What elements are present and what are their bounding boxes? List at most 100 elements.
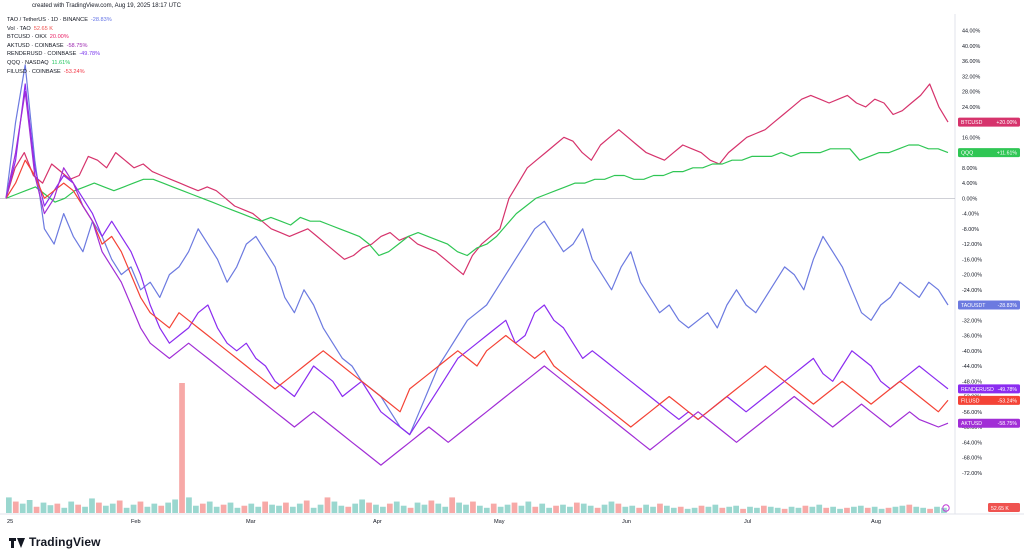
- volume-bar: [241, 505, 248, 513]
- series-tag-bg: [958, 148, 1020, 158]
- volume-bar: [386, 503, 393, 513]
- legend-value: 52.65 K: [33, 25, 54, 32]
- volume-bar: [760, 505, 767, 513]
- volume-bar: [109, 503, 116, 513]
- volume-bar: [844, 507, 850, 513]
- tradingview-brand: TradingView: [9, 535, 101, 549]
- volume-bar: [927, 508, 933, 513]
- volume-bar: [567, 506, 573, 513]
- series-tag-label: QQQ: [961, 151, 973, 157]
- series-tag-btcusd: BTCUSD +20.00%: [958, 117, 1020, 127]
- chart-header: created with TradingView.com, Aug 19, 20…: [32, 3, 181, 9]
- series-tag-renderusd: RENDERUSD -49.78%: [958, 384, 1020, 394]
- volume-bar: [622, 506, 629, 513]
- volume-bar: [698, 505, 705, 513]
- volume-bar: [650, 506, 656, 513]
- volume-bar: [677, 506, 684, 513]
- x-tick-label: Jun: [622, 519, 631, 525]
- volume-bar: [601, 504, 608, 513]
- y-tick-label: -60.00%: [962, 425, 982, 431]
- volume-bar: [6, 497, 12, 513]
- volume-bar: [767, 506, 774, 513]
- series-tag-taousdt: TAOUSDT -28.83%: [958, 300, 1020, 310]
- volume-bar: [331, 501, 338, 513]
- volume-bar: [857, 505, 864, 513]
- volume-bar: [373, 504, 379, 513]
- volume-bar: [213, 506, 220, 513]
- volume-bar: [726, 506, 733, 513]
- x-tick-label: Apr: [373, 519, 382, 525]
- volume-bar: [511, 502, 518, 513]
- volume-bar: [477, 505, 483, 513]
- series-tag-label: TAOUSDT: [961, 303, 986, 309]
- volume-tag: 52.65 K: [988, 503, 1020, 512]
- x-tick-label: 25: [7, 519, 13, 525]
- y-tick-label: -40.00%: [962, 349, 982, 355]
- volume-bar: [871, 506, 878, 513]
- volume-bar: [359, 499, 365, 513]
- volume-bar: [705, 506, 712, 513]
- series-line-btcusd: [5, 83, 949, 276]
- volume-bar: [684, 508, 691, 513]
- volume-bar: [608, 501, 615, 513]
- volume-bar: [255, 506, 262, 513]
- y-tick-label: -16.00%: [962, 257, 982, 263]
- volume-bar: [719, 507, 726, 513]
- volume-bar: [830, 506, 836, 513]
- volume-bar: [26, 500, 33, 513]
- volume-bar: [802, 505, 809, 513]
- volume-bar: [234, 507, 241, 513]
- volume-bar: [449, 497, 456, 513]
- volume-bar: [754, 507, 760, 513]
- volume-bar: [580, 503, 587, 513]
- volume-bar: [740, 508, 746, 513]
- volume-bar: [643, 504, 649, 513]
- series-tag-aktusd: AKTUSD -58.75%: [958, 418, 1020, 428]
- series-tag-bg: [958, 418, 1020, 428]
- y-tick-label: -20.00%: [962, 273, 982, 279]
- volume-bar: [657, 503, 663, 513]
- volume-bar: [421, 504, 428, 513]
- y-tick-label: -8.00%: [962, 227, 979, 233]
- volume-bar: [82, 506, 88, 513]
- volume-bar: [553, 505, 559, 513]
- volume-bar: [123, 507, 130, 513]
- volume-bar: [165, 502, 172, 513]
- y-tick-label: -24.00%: [962, 288, 982, 294]
- volume-bar: [747, 506, 753, 513]
- x-tick-label: Jul: [744, 519, 751, 525]
- volume-bar: [248, 503, 255, 513]
- volume-bar: [532, 506, 539, 513]
- volume-bar: [289, 506, 296, 513]
- series-line-renderusd: [5, 83, 949, 436]
- volume-bar: [283, 502, 289, 513]
- x-tick-label: Aug: [871, 519, 881, 525]
- volume-bar: [19, 503, 26, 513]
- volume-bar: [47, 505, 54, 513]
- legend-value: -49.78%: [79, 51, 101, 58]
- series-tag-label: AKTUSD: [961, 421, 982, 427]
- legend-value: 20.00%: [49, 34, 69, 41]
- volume-bar: [670, 507, 677, 513]
- series-tag-value: -49.78%: [998, 387, 1018, 393]
- volume-bar: [920, 507, 927, 513]
- volume-bar: [276, 505, 282, 513]
- legend: TAO / TetherUS · 1D · BINANCE -28.83% Vol …: [7, 16, 112, 76]
- volume-bar: [913, 506, 920, 513]
- y-tick-label: -32.00%: [962, 318, 982, 324]
- volume-bar: [525, 501, 532, 513]
- series-line-qqq: [5, 144, 949, 257]
- volume-bar: [636, 507, 643, 513]
- volume-bar: [380, 506, 386, 513]
- series-tag-value: -53.24%: [998, 398, 1018, 404]
- volume-tag-bg: [988, 503, 1020, 512]
- lightning-icon[interactable]: [942, 504, 950, 512]
- x-tick-label: Mar: [246, 519, 256, 525]
- volume-bar: [96, 502, 102, 513]
- volume-bar: [497, 506, 504, 513]
- volume-bar: [338, 505, 345, 513]
- volume-bar: [151, 503, 158, 513]
- volume-bar: [220, 504, 227, 513]
- legend-label: TAO / TetherUS · 1D · BINANCE: [7, 17, 88, 23]
- legend-value: -28.83%: [90, 17, 112, 23]
